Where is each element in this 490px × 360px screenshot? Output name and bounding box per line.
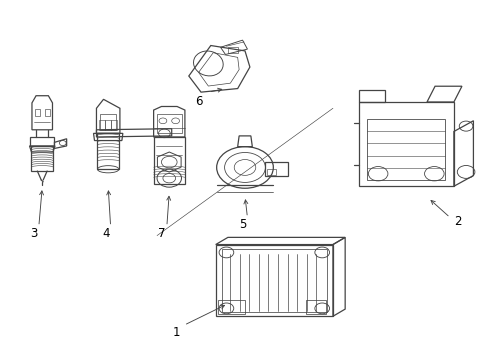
Bar	[221, 249, 327, 312]
Bar	[306, 300, 326, 315]
Text: 5: 5	[239, 218, 246, 231]
Text: 4: 4	[102, 227, 109, 240]
Bar	[105, 120, 111, 130]
Bar	[228, 47, 238, 53]
Bar	[157, 114, 182, 134]
Bar	[45, 109, 49, 116]
Bar	[368, 119, 445, 180]
Bar	[267, 169, 276, 175]
Text: 1: 1	[173, 326, 180, 339]
Bar	[35, 109, 40, 116]
Bar	[218, 300, 245, 315]
Text: 2: 2	[454, 215, 461, 228]
Bar	[100, 114, 117, 130]
Bar	[99, 120, 105, 130]
Text: 6: 6	[195, 95, 202, 108]
Text: 3: 3	[30, 227, 38, 240]
Text: 7: 7	[158, 227, 166, 240]
Bar	[111, 120, 117, 130]
